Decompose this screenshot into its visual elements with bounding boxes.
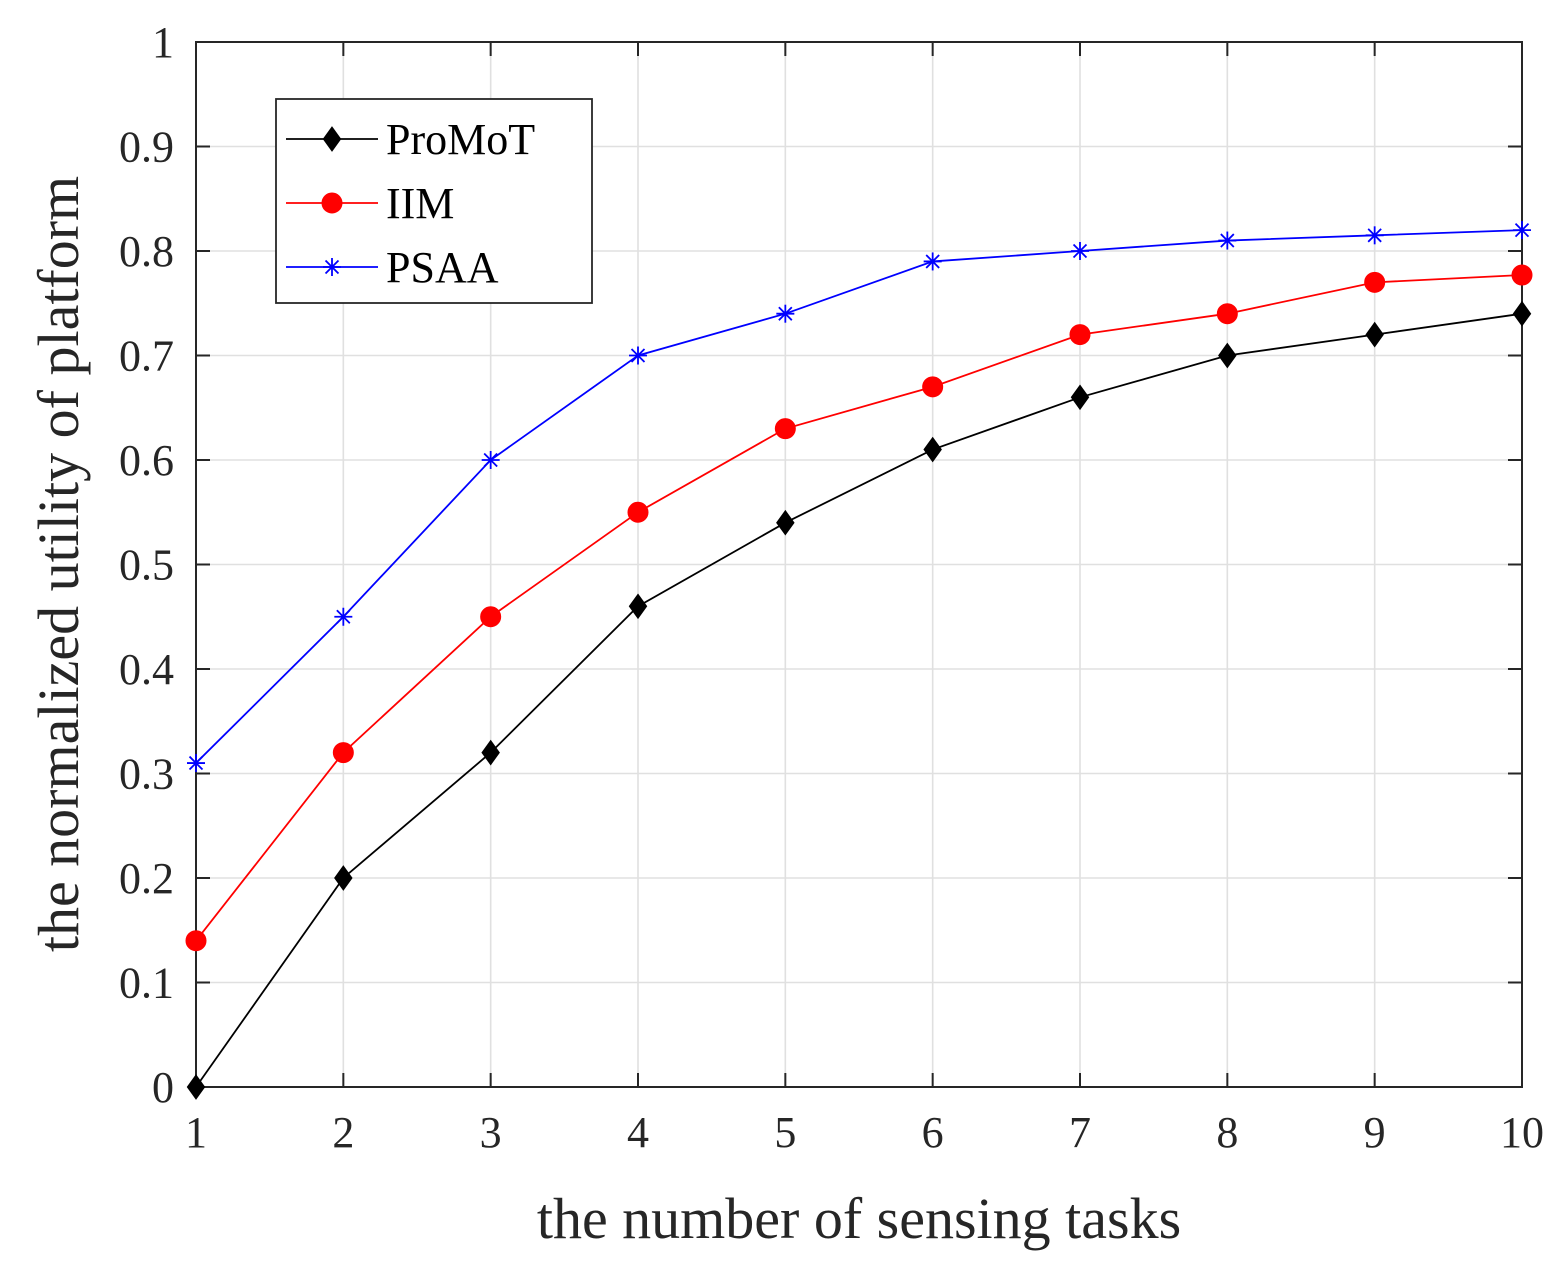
x-tick-label: 5 (774, 1108, 796, 1157)
y-tick-label: 0.4 (119, 645, 174, 694)
data-point-promot (186, 1074, 206, 1100)
y-tick-label: 0.2 (119, 854, 174, 903)
data-point-psaa (1513, 221, 1531, 240)
data-point-iim (774, 418, 796, 440)
series-psaa (187, 221, 1531, 773)
legend-marker-psaa (323, 258, 341, 276)
x-tick-label: 9 (1364, 1108, 1386, 1157)
data-point-iim (627, 501, 649, 523)
y-axis-label: the normalized utility of platform (26, 176, 91, 952)
legend-item-promot: ProMoT (286, 115, 535, 164)
y-tick-label: 0.5 (119, 541, 174, 590)
data-point-psaa (1071, 242, 1089, 260)
legend: ProMoT IIM PSAA (275, 98, 593, 304)
x-tick-label: 7 (1069, 1108, 1091, 1157)
grid-lines (196, 42, 1522, 1087)
y-tick-label: 0.7 (119, 332, 174, 381)
data-point-iim (332, 742, 354, 764)
data-point-promot (1365, 321, 1384, 348)
y-tick-label: 0.8 (119, 227, 174, 276)
y-tick-label: 0.3 (119, 750, 174, 799)
legend-label-iim: IIM (386, 179, 454, 228)
x-tick-label: 4 (627, 1108, 649, 1157)
data-point-psaa (187, 754, 205, 773)
x-tick-label: 2 (332, 1108, 354, 1157)
data-point-psaa (923, 252, 942, 271)
series-promot (186, 300, 1532, 1100)
y-tick-label: 0.9 (119, 123, 174, 172)
series-line-promot (195, 312, 1523, 1088)
data-point-iim (1364, 271, 1386, 293)
data-point-promot (628, 593, 648, 620)
x-tick-label: 3 (480, 1108, 502, 1157)
legend-label-promot: ProMoT (386, 115, 535, 164)
data-point-promot (1512, 300, 1532, 327)
legend-item-psaa: PSAA (286, 243, 499, 292)
x-axis-label: the number of sensing tasks (537, 1186, 1181, 1251)
data-point-promot (776, 509, 795, 536)
data-point-iim (922, 376, 944, 398)
data-point-promot (334, 865, 353, 891)
legend-label-psaa: PSAA (386, 243, 499, 292)
x-tick-label: 1 (185, 1108, 207, 1157)
data-point-promot (1070, 384, 1090, 411)
data-point-psaa (776, 304, 795, 323)
y-tick-label: 0.1 (119, 959, 174, 1008)
data-point-psaa (1365, 226, 1384, 245)
legend-marker-promot (322, 126, 342, 152)
y-tick-label: 1 (152, 18, 174, 67)
legend-marker-iim (321, 192, 343, 214)
data-point-psaa (334, 607, 353, 626)
data-point-iim (1216, 303, 1238, 325)
y-tick-label: 0 (152, 1063, 174, 1112)
data-point-iim (480, 606, 502, 628)
axis-ticks: 1 2 3 4 5 6 7 8 9 10 0 0.1 0.2 0.3 0.4 0.5 0.6 0.7 0.8 0.9 1 (119, 18, 1544, 1157)
data-point-iim (1511, 264, 1533, 286)
series-iim (185, 264, 1533, 952)
data-point-promot (1218, 342, 1237, 369)
data-point-psaa (1218, 231, 1237, 250)
legend-item-iim: IIM (286, 179, 454, 228)
data-series (185, 221, 1533, 1100)
data-point-psaa (629, 346, 647, 365)
x-tick-label: 6 (922, 1108, 944, 1157)
series-line-iim (195, 274, 1523, 942)
data-point-promot (923, 436, 942, 463)
data-point-iim (1069, 324, 1091, 346)
data-point-psaa (481, 451, 500, 469)
x-tick-label: 10 (1500, 1108, 1544, 1157)
data-point-promot (481, 739, 500, 766)
series-line-psaa (195, 229, 1523, 764)
x-tick-label: 8 (1216, 1108, 1238, 1157)
data-point-iim (185, 930, 207, 952)
y-tick-label: 0.6 (119, 436, 174, 485)
